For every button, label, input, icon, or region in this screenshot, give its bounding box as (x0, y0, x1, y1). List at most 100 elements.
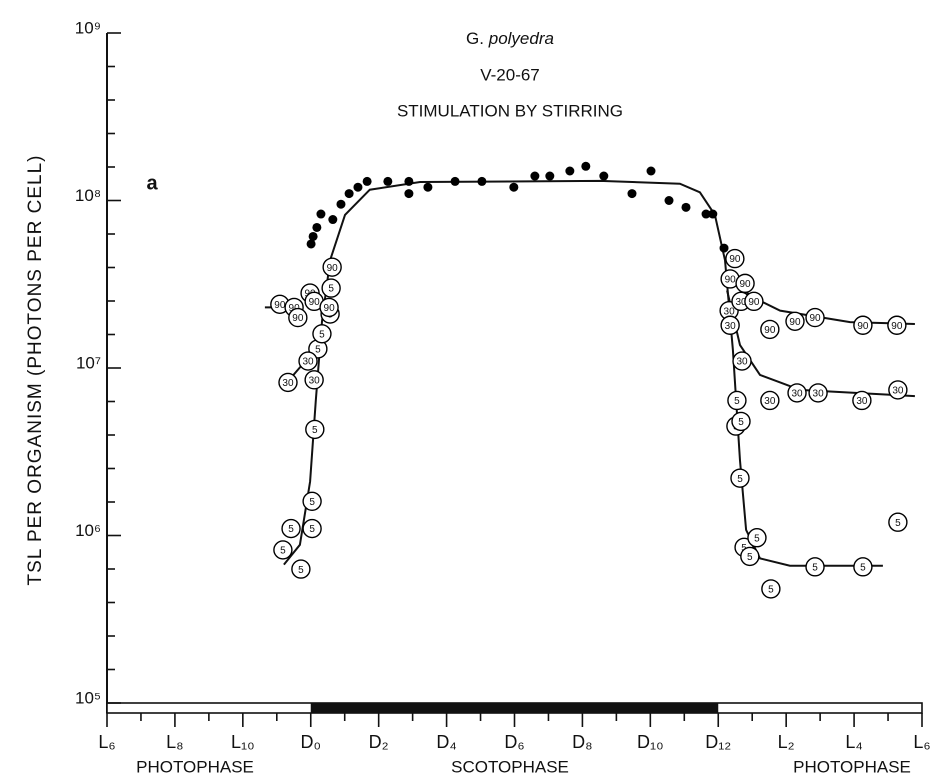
panel-label: a (146, 172, 158, 194)
data-point (760, 319, 780, 340)
x-tick-label: L₄ (845, 732, 862, 752)
species-line: G. polyedra (466, 29, 554, 48)
labeled-point: 5 (302, 518, 322, 539)
data-point (785, 311, 805, 332)
data-point (565, 166, 575, 176)
data-point (353, 182, 363, 192)
point-label: 30 (724, 306, 736, 317)
x-tick-label: D₈ (572, 732, 592, 752)
data-point (319, 297, 339, 318)
x-tick-label: D₀ (301, 732, 321, 752)
labeled-point: 5 (273, 540, 293, 560)
data-point (308, 231, 318, 241)
data-point (664, 196, 674, 205)
data-point (404, 176, 414, 186)
data-point (805, 557, 825, 577)
data-point (853, 315, 873, 335)
y-tick-label: 10⁵ (75, 688, 101, 707)
labeled-point: 90 (735, 273, 755, 294)
point-label: 30 (856, 396, 868, 407)
data-point (304, 370, 324, 390)
data-point (281, 518, 301, 539)
x-tick-label: L₂ (778, 732, 795, 752)
data-point (305, 419, 325, 440)
data-point (273, 540, 293, 560)
point-label: 90 (748, 297, 760, 308)
genus: G. (466, 29, 484, 48)
point-label: 30 (813, 389, 825, 400)
data-point (581, 161, 591, 171)
labeled-point: 90 (288, 307, 308, 328)
point-label: 5 (895, 518, 901, 529)
labeled-point: 5 (805, 557, 825, 577)
point-label: 90 (274, 300, 286, 311)
date: V-20-67 (480, 65, 540, 84)
labeled-point: 5 (740, 546, 760, 567)
point-label: 90 (729, 254, 741, 265)
x-tick-label: L₆ (98, 732, 115, 752)
labeled-point: 90 (725, 248, 745, 269)
labeled-point: 30 (808, 383, 828, 403)
labeled-point: 30 (278, 372, 298, 393)
labeled-point: 5 (853, 557, 873, 577)
labeled-point: 90 (785, 311, 805, 332)
labeled-point: 30 (787, 383, 807, 403)
point-label: 30 (735, 297, 747, 308)
point-label: 90 (789, 317, 801, 328)
chart-title: STIMULATION BY STIRRING (397, 101, 623, 120)
data-point (336, 199, 346, 209)
point-label: 30 (892, 386, 904, 397)
data-point (888, 380, 908, 400)
point-label: 5 (315, 345, 321, 356)
labeled-point: 5 (312, 324, 332, 344)
data-point (681, 202, 691, 212)
point-label: 5 (288, 524, 294, 535)
point-label: 5 (860, 562, 866, 573)
labeled-point: 5 (730, 468, 750, 488)
labeled-point: 90 (853, 315, 873, 335)
point-label: 30 (791, 389, 803, 400)
labeled-point: 5 (747, 528, 767, 548)
labeled-point: 30 (760, 390, 780, 411)
x-tick-label: D₁₂ (705, 732, 731, 752)
data-point (735, 273, 755, 294)
data-point (344, 189, 354, 199)
point-label: 5 (747, 552, 753, 563)
x-tick-label: D₁₀ (637, 732, 664, 752)
point-label: 5 (738, 417, 744, 428)
data-point (599, 171, 609, 181)
data-point (701, 209, 711, 219)
labeled-point: 5 (302, 491, 322, 512)
point-label: 5 (328, 284, 334, 295)
y-tick-label: 10⁶ (75, 521, 101, 540)
data-point (321, 278, 341, 298)
point-label: 5 (812, 562, 818, 573)
data-point (708, 209, 718, 219)
point-label: 90 (292, 313, 304, 324)
data-point (727, 390, 747, 411)
data-point (322, 257, 342, 277)
point-label: 30 (764, 396, 776, 407)
data-point (278, 372, 298, 393)
species-name: polyedra (488, 29, 554, 48)
data-point (450, 176, 460, 186)
data-point (740, 546, 760, 567)
point-label: 5 (754, 533, 760, 544)
data-point (725, 248, 745, 269)
y-axis-label: TSL PER ORGANISM (PHOTONS PER CELL) (25, 155, 46, 586)
labeled-point: 5 (761, 579, 781, 599)
labeled-point: 30 (888, 380, 908, 400)
phase-label: PHOTOPHASE (136, 757, 254, 776)
data-point (545, 171, 555, 181)
point-label: 5 (298, 565, 304, 576)
labeled-point: 90 (319, 297, 339, 318)
labeled-point: 90 (720, 269, 740, 289)
point-label: 5 (312, 425, 318, 436)
labeled-point: 30 (720, 315, 740, 335)
data-point (306, 239, 316, 249)
labeled-point: 90 (805, 307, 825, 328)
point-label: 90 (857, 321, 869, 332)
labeled-point: 5 (727, 390, 747, 411)
data-point (787, 383, 807, 403)
